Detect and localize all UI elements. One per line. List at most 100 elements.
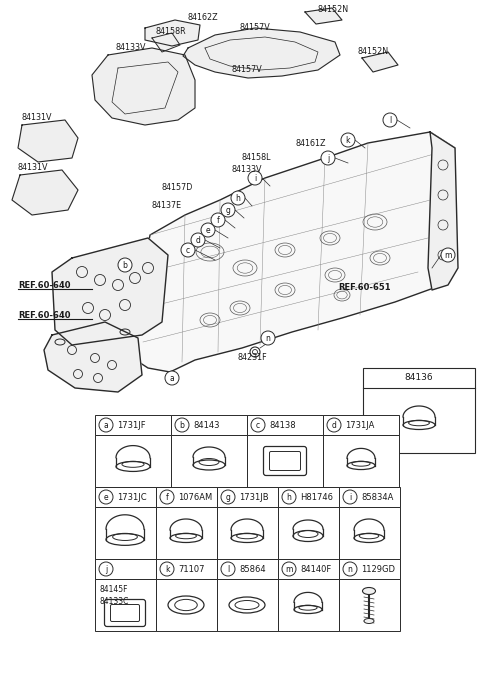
Circle shape: [383, 113, 397, 127]
Text: d: d: [195, 236, 201, 245]
Text: c: c: [256, 421, 260, 430]
Text: REF.60-640: REF.60-640: [18, 281, 71, 290]
Text: 84133V: 84133V: [232, 166, 263, 175]
Text: 71107: 71107: [178, 564, 204, 574]
Polygon shape: [428, 132, 458, 290]
Circle shape: [211, 213, 225, 227]
Bar: [95, 487, 156, 507]
Text: j: j: [105, 565, 107, 574]
Polygon shape: [145, 20, 200, 46]
Text: 84133V: 84133V: [115, 43, 145, 52]
Bar: [339, 507, 400, 559]
Bar: [247, 435, 323, 487]
Bar: [156, 487, 217, 507]
Text: e: e: [104, 493, 108, 502]
Text: m: m: [285, 565, 293, 574]
Bar: [217, 559, 278, 579]
Text: REF.60-651: REF.60-651: [338, 283, 391, 292]
Text: n: n: [348, 565, 352, 574]
Text: f: f: [166, 493, 168, 502]
Circle shape: [201, 223, 215, 237]
Bar: [278, 507, 339, 559]
Text: 85864: 85864: [239, 564, 265, 574]
Text: b: b: [180, 421, 184, 430]
Text: l: l: [227, 565, 229, 574]
Circle shape: [282, 562, 296, 576]
Circle shape: [99, 562, 113, 576]
Text: 84162Z: 84162Z: [188, 12, 218, 21]
Bar: [339, 559, 400, 579]
Text: 84131V: 84131V: [18, 164, 48, 173]
Polygon shape: [18, 120, 78, 162]
Circle shape: [160, 490, 174, 504]
Polygon shape: [362, 52, 398, 72]
Text: 84158L: 84158L: [242, 153, 272, 162]
Bar: [339, 579, 400, 631]
Bar: [323, 415, 399, 435]
Text: 1731JF: 1731JF: [117, 420, 145, 429]
Bar: [217, 487, 278, 507]
Text: 84133C: 84133C: [99, 596, 128, 605]
Circle shape: [160, 562, 174, 576]
Bar: [95, 435, 171, 487]
Circle shape: [327, 418, 341, 432]
Circle shape: [175, 418, 189, 432]
Text: j: j: [327, 154, 329, 163]
Text: a: a: [169, 374, 174, 383]
Polygon shape: [44, 322, 142, 392]
Text: i: i: [254, 174, 256, 183]
Text: 84143: 84143: [193, 420, 219, 429]
Text: a: a: [104, 421, 108, 430]
Text: 84131V: 84131V: [22, 114, 52, 122]
Text: 84137E: 84137E: [152, 200, 182, 210]
Text: 1076AM: 1076AM: [178, 493, 212, 502]
Polygon shape: [12, 170, 78, 215]
Text: 1731JC: 1731JC: [117, 493, 146, 502]
Text: 84231F: 84231F: [238, 354, 268, 363]
Text: 84161Z: 84161Z: [295, 138, 325, 147]
Bar: [323, 435, 399, 487]
Ellipse shape: [364, 619, 374, 623]
Text: n: n: [265, 334, 270, 343]
Text: 84157D: 84157D: [162, 182, 193, 191]
Bar: [95, 559, 156, 579]
Polygon shape: [183, 28, 340, 78]
Bar: [217, 507, 278, 559]
Text: 1731JB: 1731JB: [239, 493, 269, 502]
Bar: [95, 507, 156, 559]
Text: 1129GD: 1129GD: [361, 564, 395, 574]
Text: h: h: [236, 194, 240, 203]
Text: 84157V: 84157V: [232, 65, 263, 74]
Bar: [278, 487, 339, 507]
Text: 84157V: 84157V: [240, 23, 271, 32]
Circle shape: [343, 562, 357, 576]
Circle shape: [341, 133, 355, 147]
Polygon shape: [92, 48, 195, 125]
Circle shape: [251, 418, 265, 432]
Text: 84140F: 84140F: [300, 564, 331, 574]
Bar: [171, 435, 247, 487]
Text: m: m: [444, 251, 452, 260]
Text: 84152N: 84152N: [358, 47, 389, 56]
Circle shape: [165, 371, 179, 385]
Text: c: c: [186, 246, 190, 255]
Circle shape: [441, 248, 455, 262]
Text: 84152N: 84152N: [318, 5, 349, 14]
Circle shape: [321, 151, 335, 165]
Bar: [363, 368, 475, 453]
Circle shape: [118, 258, 132, 272]
Ellipse shape: [362, 588, 375, 594]
Circle shape: [221, 203, 235, 217]
Text: e: e: [206, 226, 210, 235]
Bar: [339, 487, 400, 507]
Text: d: d: [332, 421, 336, 430]
Text: g: g: [226, 493, 230, 502]
Text: f: f: [216, 216, 219, 225]
Text: k: k: [346, 136, 350, 145]
Circle shape: [343, 490, 357, 504]
Text: b: b: [122, 261, 127, 270]
Circle shape: [231, 191, 245, 205]
Circle shape: [99, 490, 113, 504]
Polygon shape: [52, 238, 168, 345]
Circle shape: [181, 243, 195, 257]
